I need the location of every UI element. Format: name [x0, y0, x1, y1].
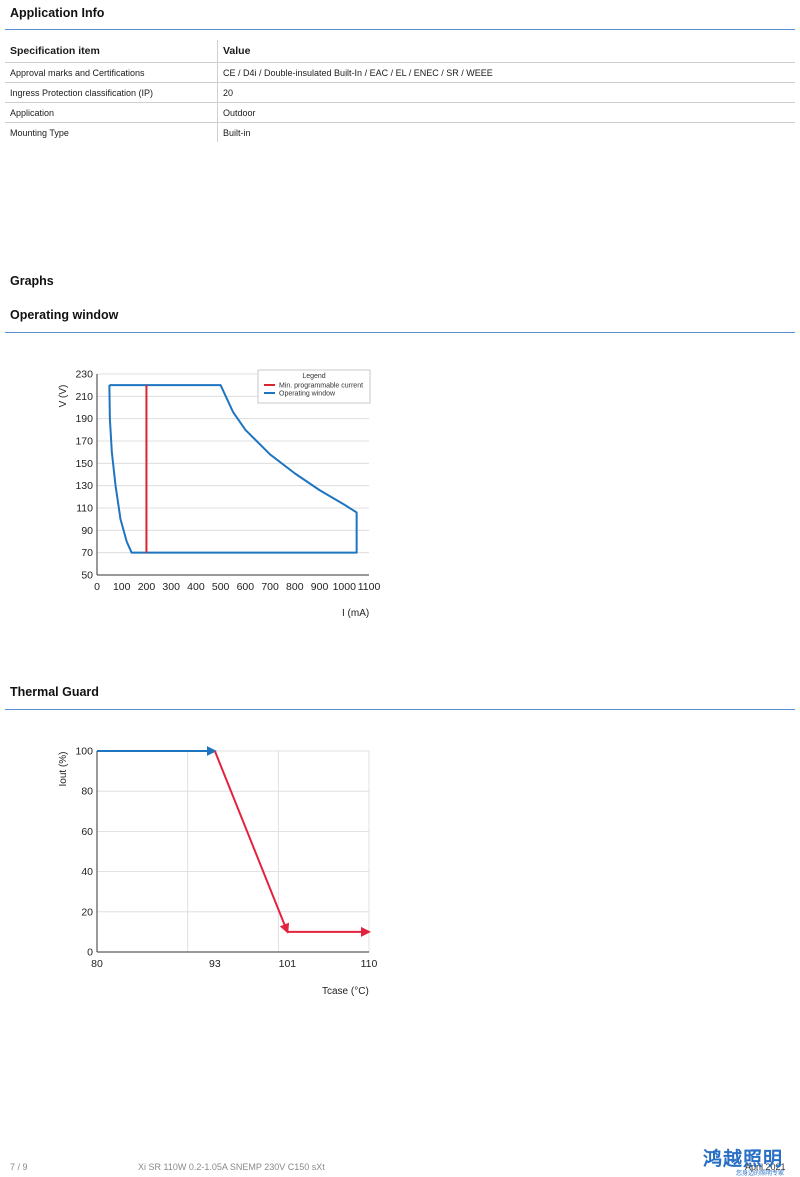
y-tick-label: 60: [81, 826, 93, 838]
brand-logo-tagline: 您身边的照明专家: [736, 1171, 785, 1177]
x-axis-label: I (mA): [342, 608, 369, 619]
x-tick-label: 80: [91, 958, 103, 970]
legend-box: [257, 369, 371, 404]
x-tick-label: 400: [187, 581, 205, 593]
table-row: Approval marks and Certifications CE / D…: [5, 62, 795, 83]
x-tick-label: 110: [361, 958, 378, 970]
section-divider: [5, 332, 795, 333]
x-axis-label: Tcase (°C): [322, 986, 369, 997]
table-row: Mounting Type Built-in: [5, 122, 795, 142]
x-tick-label: 500: [212, 581, 230, 593]
table-header-row: Specification item Value: [5, 40, 795, 63]
y-axis-label: V (V): [58, 385, 69, 408]
product-name: Xi SR 110W 0.2-1.05A SNEMP 230V C150 sXt: [138, 1162, 325, 1172]
x-tick-label: 800: [286, 581, 304, 593]
spec-item: Application: [5, 102, 218, 123]
spec-value: Built-in: [223, 127, 251, 138]
thermal-guard-chart: 0 20 40 60 80 100 80 93 101 110 Tcase (°C) Iout (%): [58, 746, 378, 998]
x-tick-label: 1100: [358, 581, 381, 593]
table-row: Ingress Protection classification (IP) 2…: [5, 82, 795, 103]
section-divider: [5, 29, 795, 30]
y-tick-label: 210: [75, 391, 93, 403]
operating-window-title: Operating window: [10, 308, 119, 322]
x-tick-label: 900: [311, 581, 329, 593]
series-derating-segment: [213, 750, 290, 934]
legend-entry: Min. programmable current: [279, 383, 363, 390]
spec-item: Ingress Protection classification (IP): [5, 82, 218, 103]
x-tick-label: 93: [209, 958, 221, 970]
issue-date: April 2021: [745, 1162, 786, 1172]
x-tick-label: 300: [162, 581, 180, 593]
y-tick-label: 230: [75, 369, 93, 381]
x-tick-label: 200: [138, 581, 156, 593]
y-tick-label: 0: [87, 947, 93, 959]
x-tick-label: 0: [94, 581, 100, 593]
y-tick-label: 100: [75, 746, 93, 758]
y-tick-label: 190: [75, 413, 93, 425]
y-tick-label: 110: [76, 503, 93, 515]
y-tick-label: 130: [75, 480, 93, 492]
series-operating-window-line: [108, 384, 358, 554]
application-info-title: Application Info: [10, 6, 105, 20]
legend-title: Legend: [302, 373, 325, 380]
y-tick-label: 90: [81, 525, 93, 537]
x-tick-label: 600: [237, 581, 255, 593]
page-number: 7 / 9: [10, 1162, 28, 1172]
brand-logo: 鸿越照明: [703, 1148, 784, 1170]
y-tick-label: 50: [81, 570, 93, 582]
specification-table: Specification item Value Approval marks …: [5, 40, 795, 142]
y-tick-label: 40: [81, 866, 93, 878]
thermal-guard-title: Thermal Guard: [10, 685, 99, 699]
legend-entry: Operating window: [279, 391, 336, 398]
spec-value: CE / D4i / Double-insulated Built-In / E…: [223, 67, 493, 78]
y-tick-label: 20: [81, 906, 93, 918]
x-tick-label: 1000: [333, 581, 357, 593]
y-tick-label: 170: [75, 436, 93, 448]
y-tick-label: 80: [81, 786, 93, 798]
column-header-item: Specification item: [5, 40, 218, 63]
spec-value: 20: [223, 87, 234, 98]
y-tick-label: 150: [75, 458, 93, 470]
spec-item: Approval marks and Certifications: [5, 62, 218, 83]
spec-value: Outdoor: [223, 107, 256, 118]
x-tick-label: 101: [279, 958, 297, 970]
x-tick-label: 700: [261, 581, 279, 593]
table-row: Application Outdoor: [5, 102, 795, 123]
column-header-value: Value: [223, 45, 251, 57]
graphs-title: Graphs: [10, 274, 54, 288]
y-tick-label: 70: [81, 547, 93, 559]
y-axis-label: Iout (%): [58, 751, 69, 786]
operating-window-chart: 50 70 90 110 130 150 170 190 210 230 0 100 200 300 400…: [58, 369, 381, 620]
x-tick-label: 100: [113, 581, 131, 593]
spec-item: Mounting Type: [5, 122, 218, 142]
section-divider: [5, 709, 795, 710]
